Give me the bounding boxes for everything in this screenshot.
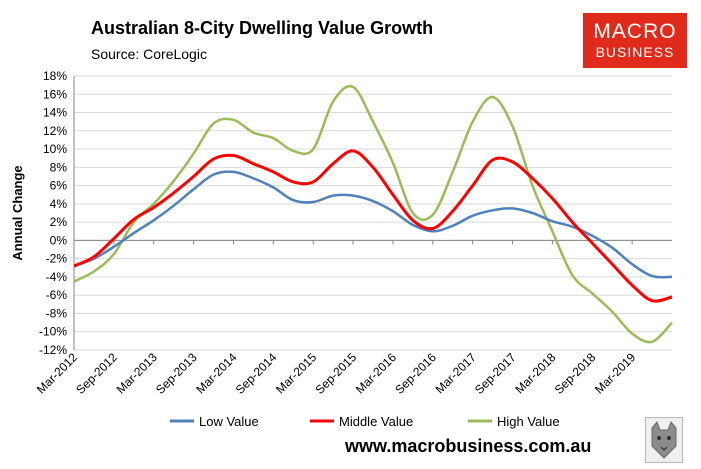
x-tick-label: Sep-2013 xyxy=(153,350,200,397)
series-line-low xyxy=(73,170,673,279)
y-tick-label: 10% xyxy=(43,142,67,156)
y-tick-label: -4% xyxy=(46,270,68,284)
logo-line-1: MACRO xyxy=(593,20,677,43)
x-tick-label: Sep-2018 xyxy=(552,350,599,397)
macrobusiness-logo: MACRO BUSINESS xyxy=(583,13,687,68)
legend-label-high: High Value xyxy=(497,414,560,429)
y-tick-label: 4% xyxy=(50,197,68,211)
logo-line-2: BUSINESS xyxy=(595,44,675,60)
x-tick-label: Mar-2015 xyxy=(273,350,319,396)
x-tick-label: Mar-2013 xyxy=(114,350,160,396)
y-tick-label: -12% xyxy=(39,343,67,357)
y-tick-label: 6% xyxy=(50,179,68,193)
x-tick-label: Mar-2016 xyxy=(353,350,399,396)
y-tick-label: -10% xyxy=(39,325,67,339)
legend-label-low: Low Value xyxy=(199,414,259,429)
x-tick-label: Sep-2016 xyxy=(392,350,439,397)
y-tick-label: 12% xyxy=(43,124,67,138)
x-tick-label: Mar-2014 xyxy=(193,350,239,396)
x-tick-label: Sep-2015 xyxy=(312,350,359,397)
y-tick-label: -2% xyxy=(46,252,68,266)
y-tick-label: 18% xyxy=(43,69,67,83)
y-tick-label: 0% xyxy=(50,233,68,247)
y-tick-label: 8% xyxy=(50,160,68,174)
legend-label-middle: Middle Value xyxy=(339,414,413,429)
y-tick-label: 14% xyxy=(43,106,67,120)
chart-title: Australian 8-City Dwelling Value Growth xyxy=(91,18,434,38)
y-tick-label: -8% xyxy=(46,306,68,320)
x-tick-label: Mar-2017 xyxy=(433,350,479,396)
y-axis-title: Annual Change xyxy=(10,165,25,260)
y-tick-label: 16% xyxy=(43,87,67,101)
x-tick-label: Sep-2012 xyxy=(73,350,120,397)
x-tick-label: Mar-2019 xyxy=(592,350,638,396)
y-tick-label: -6% xyxy=(46,288,68,302)
x-tick-label: Sep-2014 xyxy=(233,350,280,397)
series-line-middle xyxy=(73,149,673,303)
source-note: Source: CoreLogic xyxy=(91,46,207,62)
wolf-logo-icon xyxy=(645,417,683,463)
x-tick-label: Sep-2017 xyxy=(472,350,519,397)
website-url: www.macrobusiness.com.au xyxy=(345,436,592,456)
x-tick-label: Mar-2018 xyxy=(512,350,558,396)
series-line-high xyxy=(73,84,673,344)
y-tick-label: 2% xyxy=(50,215,68,229)
